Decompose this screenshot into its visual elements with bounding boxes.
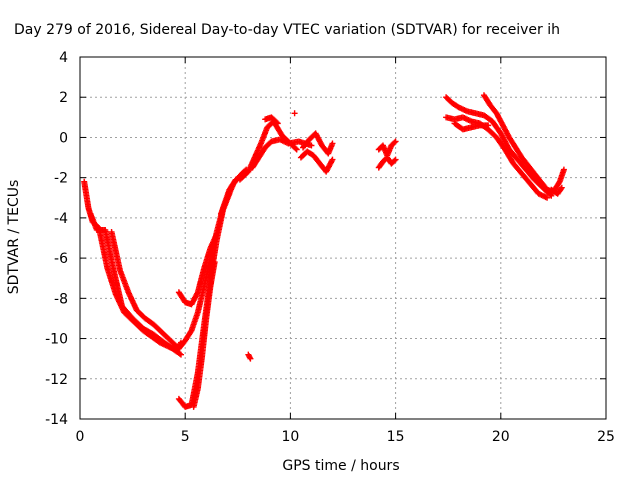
data-point: [292, 145, 299, 152]
y-tick-label: -4: [54, 211, 68, 227]
data-point: [391, 139, 398, 146]
y-tick-label: 2: [59, 90, 68, 106]
data-point: [485, 122, 492, 129]
data-point: [273, 119, 280, 126]
data-point: [274, 120, 281, 127]
data-point: [247, 355, 254, 362]
data-point: [329, 140, 336, 147]
x-tick-label: 5: [181, 429, 190, 445]
y-tick-label: -2: [54, 171, 68, 187]
y-tick-label: -6: [54, 251, 68, 267]
data-point: [558, 184, 565, 191]
data-point: [293, 146, 300, 153]
data-point: [392, 138, 399, 145]
y-tick-label: -8: [54, 291, 68, 307]
y-axis-label: SDTVAR / TECUs: [6, 180, 22, 295]
data-point: [176, 350, 183, 357]
data-point: [291, 110, 298, 117]
x-tick-label: 20: [492, 429, 510, 445]
x-tick-label: 15: [387, 429, 405, 445]
y-tick-label: -14: [45, 412, 68, 428]
chart-title: Day 279 of 2016, Sidereal Day-to-day VTE…: [14, 22, 560, 38]
data-point: [172, 342, 179, 349]
data-point: [557, 185, 564, 192]
data-point: [177, 351, 184, 358]
data-point: [392, 156, 399, 163]
data-points: [81, 92, 567, 410]
x-tick-label: 0: [76, 429, 85, 445]
data-point: [329, 156, 336, 163]
plot-area-border: [79, 56, 607, 420]
data-point: [308, 142, 315, 149]
y-tick-label: -12: [45, 372, 68, 388]
axis-ticks: 0 5 10 15 20 25 -14 -12 -10 -8 -6 -4 -2 0 2 4: [45, 50, 615, 445]
x-tick-label: 10: [281, 429, 299, 445]
x-axis-label: GPS time / hours: [282, 458, 399, 474]
data-point: [391, 157, 398, 164]
data-point: [211, 259, 218, 266]
y-tick-label: 0: [59, 130, 68, 146]
y-tick-label: -10: [45, 332, 68, 348]
data-point: [544, 194, 551, 201]
x-tick-label: 25: [597, 429, 615, 445]
data-point: [560, 166, 567, 173]
y-tick-label: 4: [59, 50, 68, 66]
